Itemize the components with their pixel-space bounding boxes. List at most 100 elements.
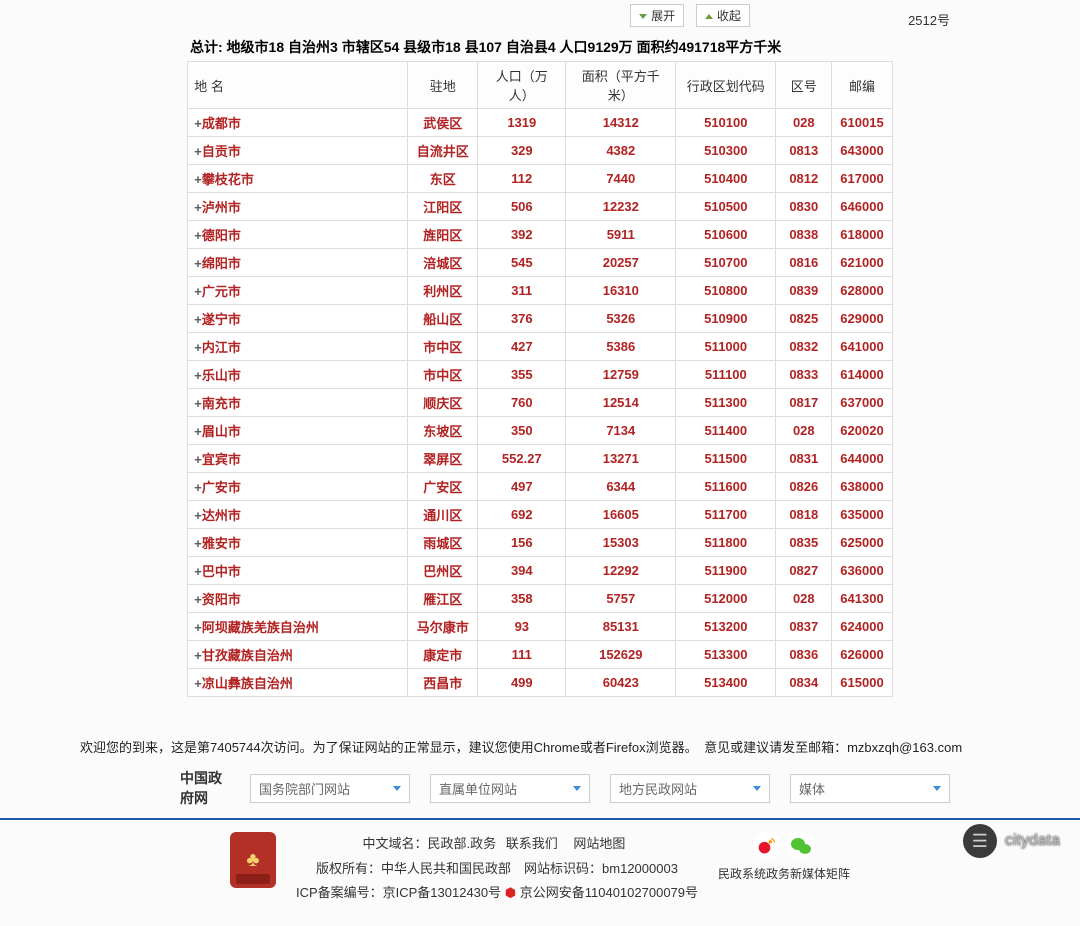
cell-area: 12759 (566, 361, 676, 389)
region-name-cell[interactable]: +资阳市 (188, 585, 408, 613)
gov-badge-icon: ♣ (230, 832, 276, 888)
region-name-cell[interactable]: +泸州市 (188, 193, 408, 221)
region-name-cell[interactable]: +德阳市 (188, 221, 408, 249)
table-row: +南充市顺庆区760125145113000817637000 (188, 389, 892, 417)
gov-label[interactable]: 中国政府网 (180, 768, 230, 808)
cell-pop: 394 (478, 557, 566, 585)
table-row: +绵阳市涪城区545202575107000816621000 (188, 249, 892, 277)
region-name-cell[interactable]: +广安市 (188, 473, 408, 501)
table-row: +自贡市自流井区32943825103000813643000 (188, 137, 892, 165)
copyright-text: 版权所有：中华人民共和国民政部 网站标识码：bm12000003 (296, 857, 698, 882)
table-row: +乐山市市中区355127595111000833614000 (188, 361, 892, 389)
cell-code: 511500 (676, 445, 776, 473)
cell-zd: 东坡区 (408, 417, 478, 445)
cell-area: 5911 (566, 221, 676, 249)
expand-button[interactable]: 展开 (630, 4, 684, 27)
cell-code: 511400 (676, 417, 776, 445)
cell-zip: 629000 (832, 305, 892, 333)
cell-anum: 0813 (776, 137, 832, 165)
cell-zip: 638000 (832, 473, 892, 501)
region-name-cell[interactable]: +广元市 (188, 277, 408, 305)
cell-code: 510400 (676, 165, 776, 193)
weibo-icon[interactable] (753, 832, 781, 860)
table-row: +巴中市巴州区394122925119000827636000 (188, 557, 892, 585)
cell-zd: 东区 (408, 165, 478, 193)
cell-zip: 625000 (832, 529, 892, 557)
cell-pop: 358 (478, 585, 566, 613)
cell-code: 511700 (676, 501, 776, 529)
cell-zip: 618000 (832, 221, 892, 249)
region-name-cell[interactable]: +甘孜藏族自治州 (188, 641, 408, 669)
cell-area: 16310 (566, 277, 676, 305)
region-name-cell[interactable]: +阿坝藏族羌族自治州 (188, 613, 408, 641)
cell-area: 6344 (566, 473, 676, 501)
cell-code: 510700 (676, 249, 776, 277)
table-row: +凉山彝族自治州西昌市499604235134000834615000 (188, 669, 892, 697)
region-name-cell[interactable]: +攀枝花市 (188, 165, 408, 193)
cell-anum: 0838 (776, 221, 832, 249)
cell-anum: 0827 (776, 557, 832, 585)
region-name-cell[interactable]: +遂宁市 (188, 305, 408, 333)
triangle-down-icon (639, 14, 647, 19)
cell-pop: 392 (478, 221, 566, 249)
region-name-cell[interactable]: +成都市 (188, 109, 408, 137)
table-row: +成都市武侯区131914312510100028610015 (188, 109, 892, 137)
cell-area: 20257 (566, 249, 676, 277)
region-name-cell[interactable]: +宜宾市 (188, 445, 408, 473)
cell-anum: 0812 (776, 165, 832, 193)
nav-dropdown[interactable]: 媒体 (790, 774, 950, 803)
cell-pop: 427 (478, 333, 566, 361)
social-block: 民政系统政务新媒体矩阵 (718, 832, 850, 883)
cell-pop: 552.27 (478, 445, 566, 473)
cell-anum: 0825 (776, 305, 832, 333)
cell-zip: 637000 (832, 389, 892, 417)
cell-zip: 644000 (832, 445, 892, 473)
cell-zd: 雁江区 (408, 585, 478, 613)
collapse-button[interactable]: 收起 (696, 4, 750, 27)
region-name-cell[interactable]: +内江市 (188, 333, 408, 361)
cell-pop: 499 (478, 669, 566, 697)
nav-dropdown[interactable]: 国务院部门网站 (250, 774, 410, 803)
table-header: 区号 (776, 62, 832, 109)
region-name-cell[interactable]: +自贡市 (188, 137, 408, 165)
table-header: 邮编 (832, 62, 892, 109)
region-name-cell[interactable]: +凉山彝族自治州 (188, 669, 408, 697)
table-header: 地 名 (188, 62, 408, 109)
region-name-cell[interactable]: +南充市 (188, 389, 408, 417)
cell-zip: 641300 (832, 585, 892, 613)
cell-zip: 610015 (832, 109, 892, 137)
nav-dropdown[interactable]: 地方民政网站 (610, 774, 770, 803)
region-name-cell[interactable]: +眉山市 (188, 417, 408, 445)
cell-zd: 翠屏区 (408, 445, 478, 473)
cell-anum: 0817 (776, 389, 832, 417)
cell-area: 60423 (566, 669, 676, 697)
cell-code: 510800 (676, 277, 776, 305)
cell-pop: 692 (478, 501, 566, 529)
cell-area: 5386 (566, 333, 676, 361)
cell-area: 7134 (566, 417, 676, 445)
contact-link[interactable]: 联系我们 (506, 836, 558, 851)
cell-zd: 雨城区 (408, 529, 478, 557)
cell-anum: 0818 (776, 501, 832, 529)
region-name-cell[interactable]: +达州市 (188, 501, 408, 529)
table-row: +阿坝藏族羌族自治州马尔康市93851315132000837624000 (188, 613, 892, 641)
cell-zip: 614000 (832, 361, 892, 389)
sitemap-link[interactable]: 网站地图 (573, 836, 625, 851)
cell-zd: 船山区 (408, 305, 478, 333)
cell-zip: 621000 (832, 249, 892, 277)
cell-area: 12514 (566, 389, 676, 417)
wechat-icon[interactable] (787, 832, 815, 860)
region-name-cell[interactable]: +绵阳市 (188, 249, 408, 277)
cell-zd: 旌阳区 (408, 221, 478, 249)
footer: ♣ 中文域名：民政部.政务 联系我们 网站地图 版权所有：中华人民共和国民政部 … (0, 820, 1080, 926)
region-name-cell[interactable]: +雅安市 (188, 529, 408, 557)
cell-zd: 西昌市 (408, 669, 478, 697)
cell-zip: 643000 (832, 137, 892, 165)
region-name-cell[interactable]: +乐山市 (188, 361, 408, 389)
region-name-cell[interactable]: +巴中市 (188, 557, 408, 585)
triangle-up-icon (705, 14, 713, 19)
watermark: ☰ citydata (963, 824, 1060, 858)
cell-area: 5757 (566, 585, 676, 613)
cell-area: 13271 (566, 445, 676, 473)
nav-dropdown[interactable]: 直属单位网站 (430, 774, 590, 803)
